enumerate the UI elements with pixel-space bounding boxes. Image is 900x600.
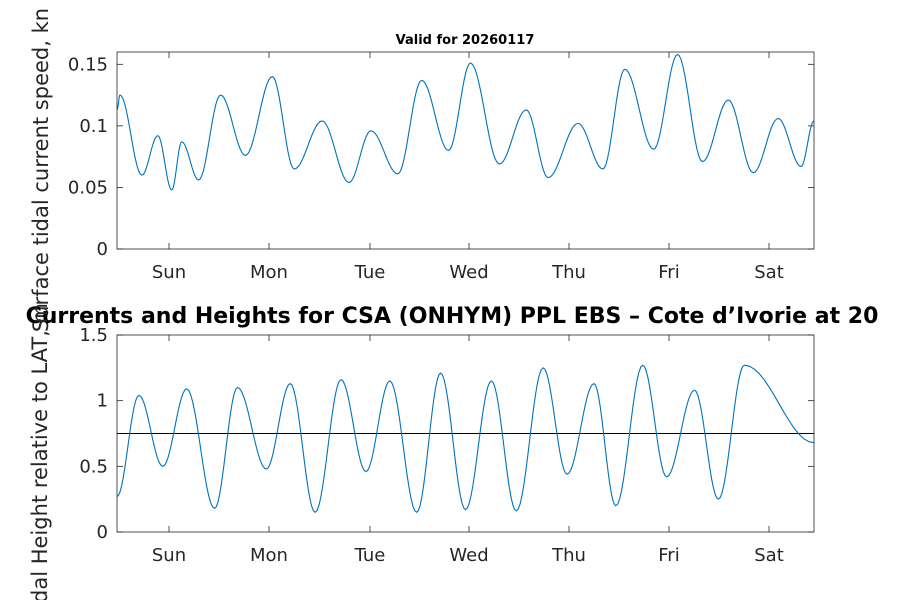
current-speed-y-tick-label: 0.1 <box>79 116 108 137</box>
tidal-height-x-tick-label-fri: Fri <box>658 545 679 566</box>
tidal-height-x-tick-label-thu: Thu <box>551 545 586 566</box>
current-speed-panel: 0 0.05 0.1 0.15 Sun Mon Tue Wed Thu Fri Sat Valid… <box>29 8 815 332</box>
tidal-height-y-axis: 0 0.5 1 1.5 <box>79 325 814 543</box>
tidal-height-x-tick-label-tue: Tue <box>354 545 386 566</box>
tidal-height-y-tick-label: 0 <box>97 522 108 543</box>
tidal-height-y-tick-label: 1.5 <box>79 325 108 346</box>
tidal-height-panel: 0 0.5 1 1.5 Sun Mon Tue Wed Thu Fri Sat Currents … <box>26 303 879 600</box>
current-speed-series-line <box>116 53 815 191</box>
current-speed-x-tick-label-fri: Fri <box>658 262 679 283</box>
current-speed-x-tick-label-thu: Thu <box>551 262 586 283</box>
tidal-height-x-tick-label-sun: Sun <box>152 545 186 566</box>
tidal-height-x-axis: Sun Mon Tue Wed Thu Fri Sat <box>152 335 784 566</box>
current-speed-y-axis: 0 0.05 0.1 0.15 <box>68 54 814 260</box>
current-speed-chart-title: Valid for 20260117 <box>396 33 535 48</box>
current-speed-x-tick-label-sat: Sat <box>754 262 784 283</box>
current-speed-axes-box <box>116 51 815 250</box>
current-speed-y-axis-label: Surface tidal current speed, kn <box>29 8 53 332</box>
current-speed-y-tick-label: 0.15 <box>68 54 108 75</box>
tidal-height-series-line <box>116 364 815 514</box>
current-speed-x-axis: Sun Mon Tue Wed Thu Fri Sat <box>152 52 784 283</box>
current-speed-y-tick-label: 0 <box>97 239 108 260</box>
tidal-height-x-tick-label-sat: Sat <box>754 545 784 566</box>
current-speed-x-tick-label-tue: Tue <box>354 262 386 283</box>
tidal-height-axes-box <box>116 334 815 533</box>
tidal-height-y-tick-label: 1 <box>97 391 108 412</box>
current-speed-y-tick-label: 0.05 <box>68 177 108 198</box>
figure-main-title: Currents and Heights for CSA (ONHYM) PPL… <box>26 304 879 329</box>
current-speed-x-tick-label-mon: Mon <box>250 262 288 283</box>
current-speed-x-tick-label-wed: Wed <box>449 262 488 283</box>
tidal-height-y-axis-label: Tidal Height relative to LAT, m <box>28 303 52 600</box>
tidal-height-x-tick-label-mon: Mon <box>250 545 288 566</box>
tidal-height-y-tick-label: 0.5 <box>79 456 108 477</box>
current-speed-x-tick-label-sun: Sun <box>152 262 186 283</box>
tidal-height-x-tick-label-wed: Wed <box>449 545 488 566</box>
